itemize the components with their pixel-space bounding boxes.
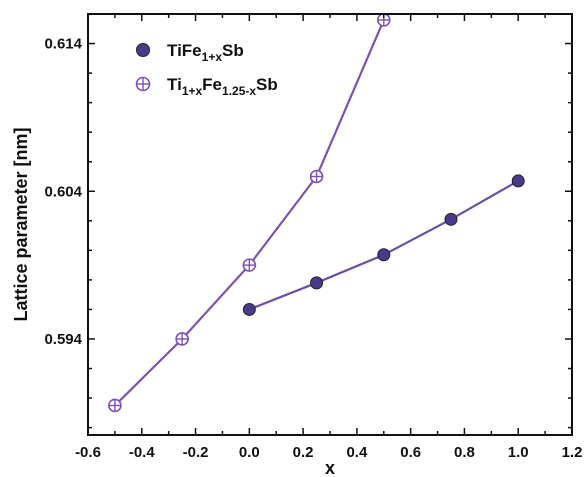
plot-area — [108, 13, 525, 413]
y-tick-label: 0.594 — [44, 331, 82, 348]
legend-marker-1 — [135, 76, 151, 92]
series-1-line — [114, 19, 385, 407]
y-tick-label: 0.604 — [44, 183, 82, 200]
series-0-point — [377, 248, 391, 262]
legend-label-part: TiFe — [167, 41, 202, 60]
legend-label-subscript: 1+x — [182, 84, 203, 98]
axes: -0.6 -0.4 -0.2 0.0 0.2 0.4 0.6 0.8 1.0 1.2 0.594 0.… — [11, 13, 583, 477]
x-tick-label: 1.0 — [508, 444, 529, 461]
x-tick-label: -0.2 — [183, 444, 209, 461]
legend-label-subscript: 1.25-x — [222, 84, 256, 98]
x-tick-label: 1.2 — [562, 444, 583, 461]
legend-label-part: Ti — [167, 75, 182, 94]
legend-label-subscript: 1+x — [202, 50, 223, 64]
legend-label-1: Ti1+xFe1.25-xSb — [167, 75, 278, 98]
legend-label-part: Sb — [256, 75, 278, 94]
x-tick-label: 0.6 — [400, 444, 421, 461]
legend-marker-0 — [136, 43, 150, 57]
series-0-line — [248, 179, 519, 311]
series-1-point — [309, 169, 324, 184]
series-1-point — [175, 332, 189, 346]
series-0-point — [511, 174, 525, 188]
x-tick-label: 0.2 — [293, 444, 314, 461]
y-axis-title: Lattice parameter [nm] — [11, 127, 31, 321]
x-tick-label: -0.4 — [129, 444, 156, 461]
plot-frame — [87, 13, 573, 436]
x-tick-label: 0.0 — [239, 444, 260, 461]
series-0-point — [242, 302, 256, 316]
x-tick-label: 0.4 — [346, 444, 368, 461]
series-0-point — [444, 212, 458, 226]
x-tick-label: -0.6 — [75, 444, 101, 461]
x-tick-label: 0.8 — [454, 444, 475, 461]
legend-label-part: Sb — [222, 41, 244, 60]
legend-label-0: TiFe1+xSb — [167, 41, 244, 64]
series-1-point — [376, 13, 391, 27]
x-axis-title: x — [325, 458, 335, 477]
series-1-point — [242, 258, 257, 272]
series-1-point — [108, 398, 122, 413]
legend-label-part: Fe — [202, 75, 222, 94]
series-0-point — [310, 276, 324, 290]
y-tick-label: 0.614 — [44, 36, 82, 53]
